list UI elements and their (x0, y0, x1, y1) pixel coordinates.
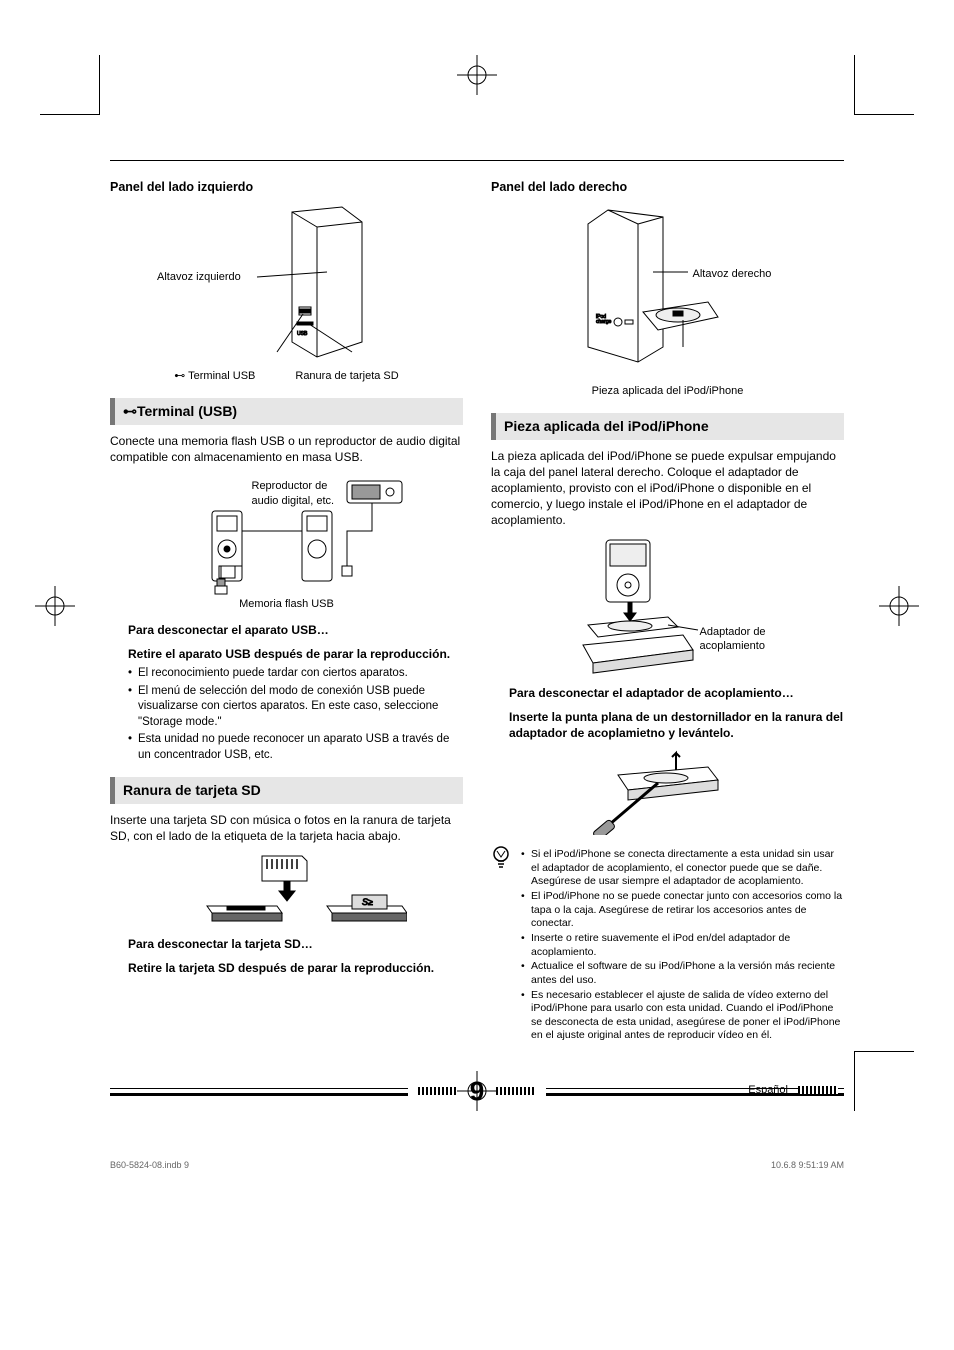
screwdriver-figure (491, 745, 844, 835)
dock-disconnect-block: Para desconectar el adaptador de acoplam… (509, 685, 844, 742)
left-speaker-label: Altavoz izquierdo (157, 271, 241, 283)
two-column-layout: Panel del lado izquierdo (70, 179, 884, 1046)
footer-hatch-end (798, 1086, 838, 1094)
registration-mark-bottom (457, 1071, 497, 1111)
svg-text:S≥: S≥ (362, 897, 373, 907)
right-speaker-figure: iPod charge Altavoz derecho Pieza aplica… (491, 202, 844, 399)
usb-intro: Conecte una memoria flash USB o un repro… (110, 433, 463, 465)
right-speaker-label: Altavoz derecho (693, 267, 772, 282)
usb-note-item: El menú de selección del modo de conexió… (128, 684, 463, 731)
footer-hatch-right (496, 1087, 536, 1095)
dock-adapter-figure: Adaptador de acoplamiento (491, 535, 844, 675)
registration-mark-top (457, 55, 497, 95)
usb-note-item: El reconocimiento puede tardar con ciert… (128, 666, 463, 682)
left-column: Panel del lado izquierdo (110, 179, 463, 1046)
print-timestamp: 10.6.8 9:51:19 AM (771, 1159, 844, 1171)
print-filename: B60-5824-08.indb 9 (110, 1159, 189, 1171)
usb-flash-label: Memoria flash USB (157, 597, 417, 612)
audio-player-label: Reproductor de audio digital, etc. (252, 479, 347, 509)
registration-mark-right (879, 586, 919, 626)
usb-section-header: ⊷Terminal (USB) (110, 398, 463, 425)
tips-block: Si el iPod/iPhone se conecta directament… (491, 845, 844, 1046)
page-content: Panel del lado izquierdo (70, 160, 884, 1171)
usb-disconnect-instruction: Retire el aparato USB después de parar l… (128, 646, 463, 662)
usb-terminal-label: ⊷ Terminal USB (174, 369, 255, 384)
crop-mark-bottom-right (854, 1051, 914, 1111)
language-label: Español (748, 1083, 792, 1098)
sd-disconnect-title: Para desconectar la tarjeta SD… (128, 936, 463, 952)
svg-text:USB: USB (297, 331, 308, 337)
dock-section-header: Pieza aplicada del iPod/iPhone (491, 413, 844, 440)
right-panel-title: Panel del lado derecho (491, 179, 844, 196)
lightbulb-icon (491, 845, 513, 1046)
sd-disconnect-instruction: Retire la tarjeta SD después de parar la… (128, 960, 463, 976)
usb-connection-figure: Reproductor de audio digital, etc. Memor… (110, 471, 463, 612)
sd-intro: Inserte una tarjeta SD con música o foto… (110, 812, 463, 844)
dock-intro: La pieza aplicada del iPod/iPhone se pue… (491, 448, 844, 529)
registration-mark-left (35, 586, 75, 626)
dock-disconnect-title: Para desconectar el adaptador de acoplam… (509, 685, 844, 701)
tip-item: Actualice el software de su iPod/iPhone … (521, 960, 844, 987)
dock-caption: Pieza aplicada del iPod/iPhone (491, 384, 844, 399)
usb-disconnect-block: Para desconectar el aparato USB… Retire … (128, 622, 463, 763)
sd-section-header: Ranura de tarjeta SD (110, 777, 463, 804)
sd-slot-label: Ranura de tarjeta SD (295, 369, 398, 384)
tip-item: Es necesario establecer el ajuste de sal… (521, 989, 844, 1044)
tip-item: Si el iPod/iPhone se conecta directament… (521, 848, 844, 889)
sd-insert-figure: S≥ (110, 851, 463, 926)
print-metadata: B60-5824-08.indb 9 10.6.8 9:51:19 AM (70, 1159, 884, 1171)
usb-note-item: Esta unidad no puede reconocer un aparat… (128, 732, 463, 763)
right-column: Panel del lado derecho (491, 179, 844, 1046)
top-rule (110, 160, 844, 161)
sd-disconnect-block: Para desconectar la tarjeta SD… Retire l… (128, 936, 463, 976)
tip-item: El iPod/iPhone no se puede conectar junt… (521, 890, 844, 931)
left-panel-title: Panel del lado izquierdo (110, 179, 463, 196)
adapter-label: Adaptador de acoplamiento (700, 625, 820, 655)
crop-mark-top-right (854, 55, 914, 115)
footer-rule-left (110, 1088, 408, 1096)
usb-disconnect-title: Para desconectar el aparato USB… (128, 622, 463, 638)
manual-page: Panel del lado izquierdo (0, 0, 954, 1211)
tip-item: Inserte o retire suavemente el iPod en/d… (521, 932, 844, 959)
footer-rule-right: Español (546, 1088, 844, 1096)
dock-disconnect-instruction: Inserte la punta plana de un destornilla… (509, 709, 844, 741)
crop-mark-top-left (40, 55, 100, 115)
footer-hatch-left (418, 1087, 458, 1095)
left-speaker-figure: USB Altavoz izquierdo ⊷ Terminal USB Ran… (110, 202, 463, 384)
